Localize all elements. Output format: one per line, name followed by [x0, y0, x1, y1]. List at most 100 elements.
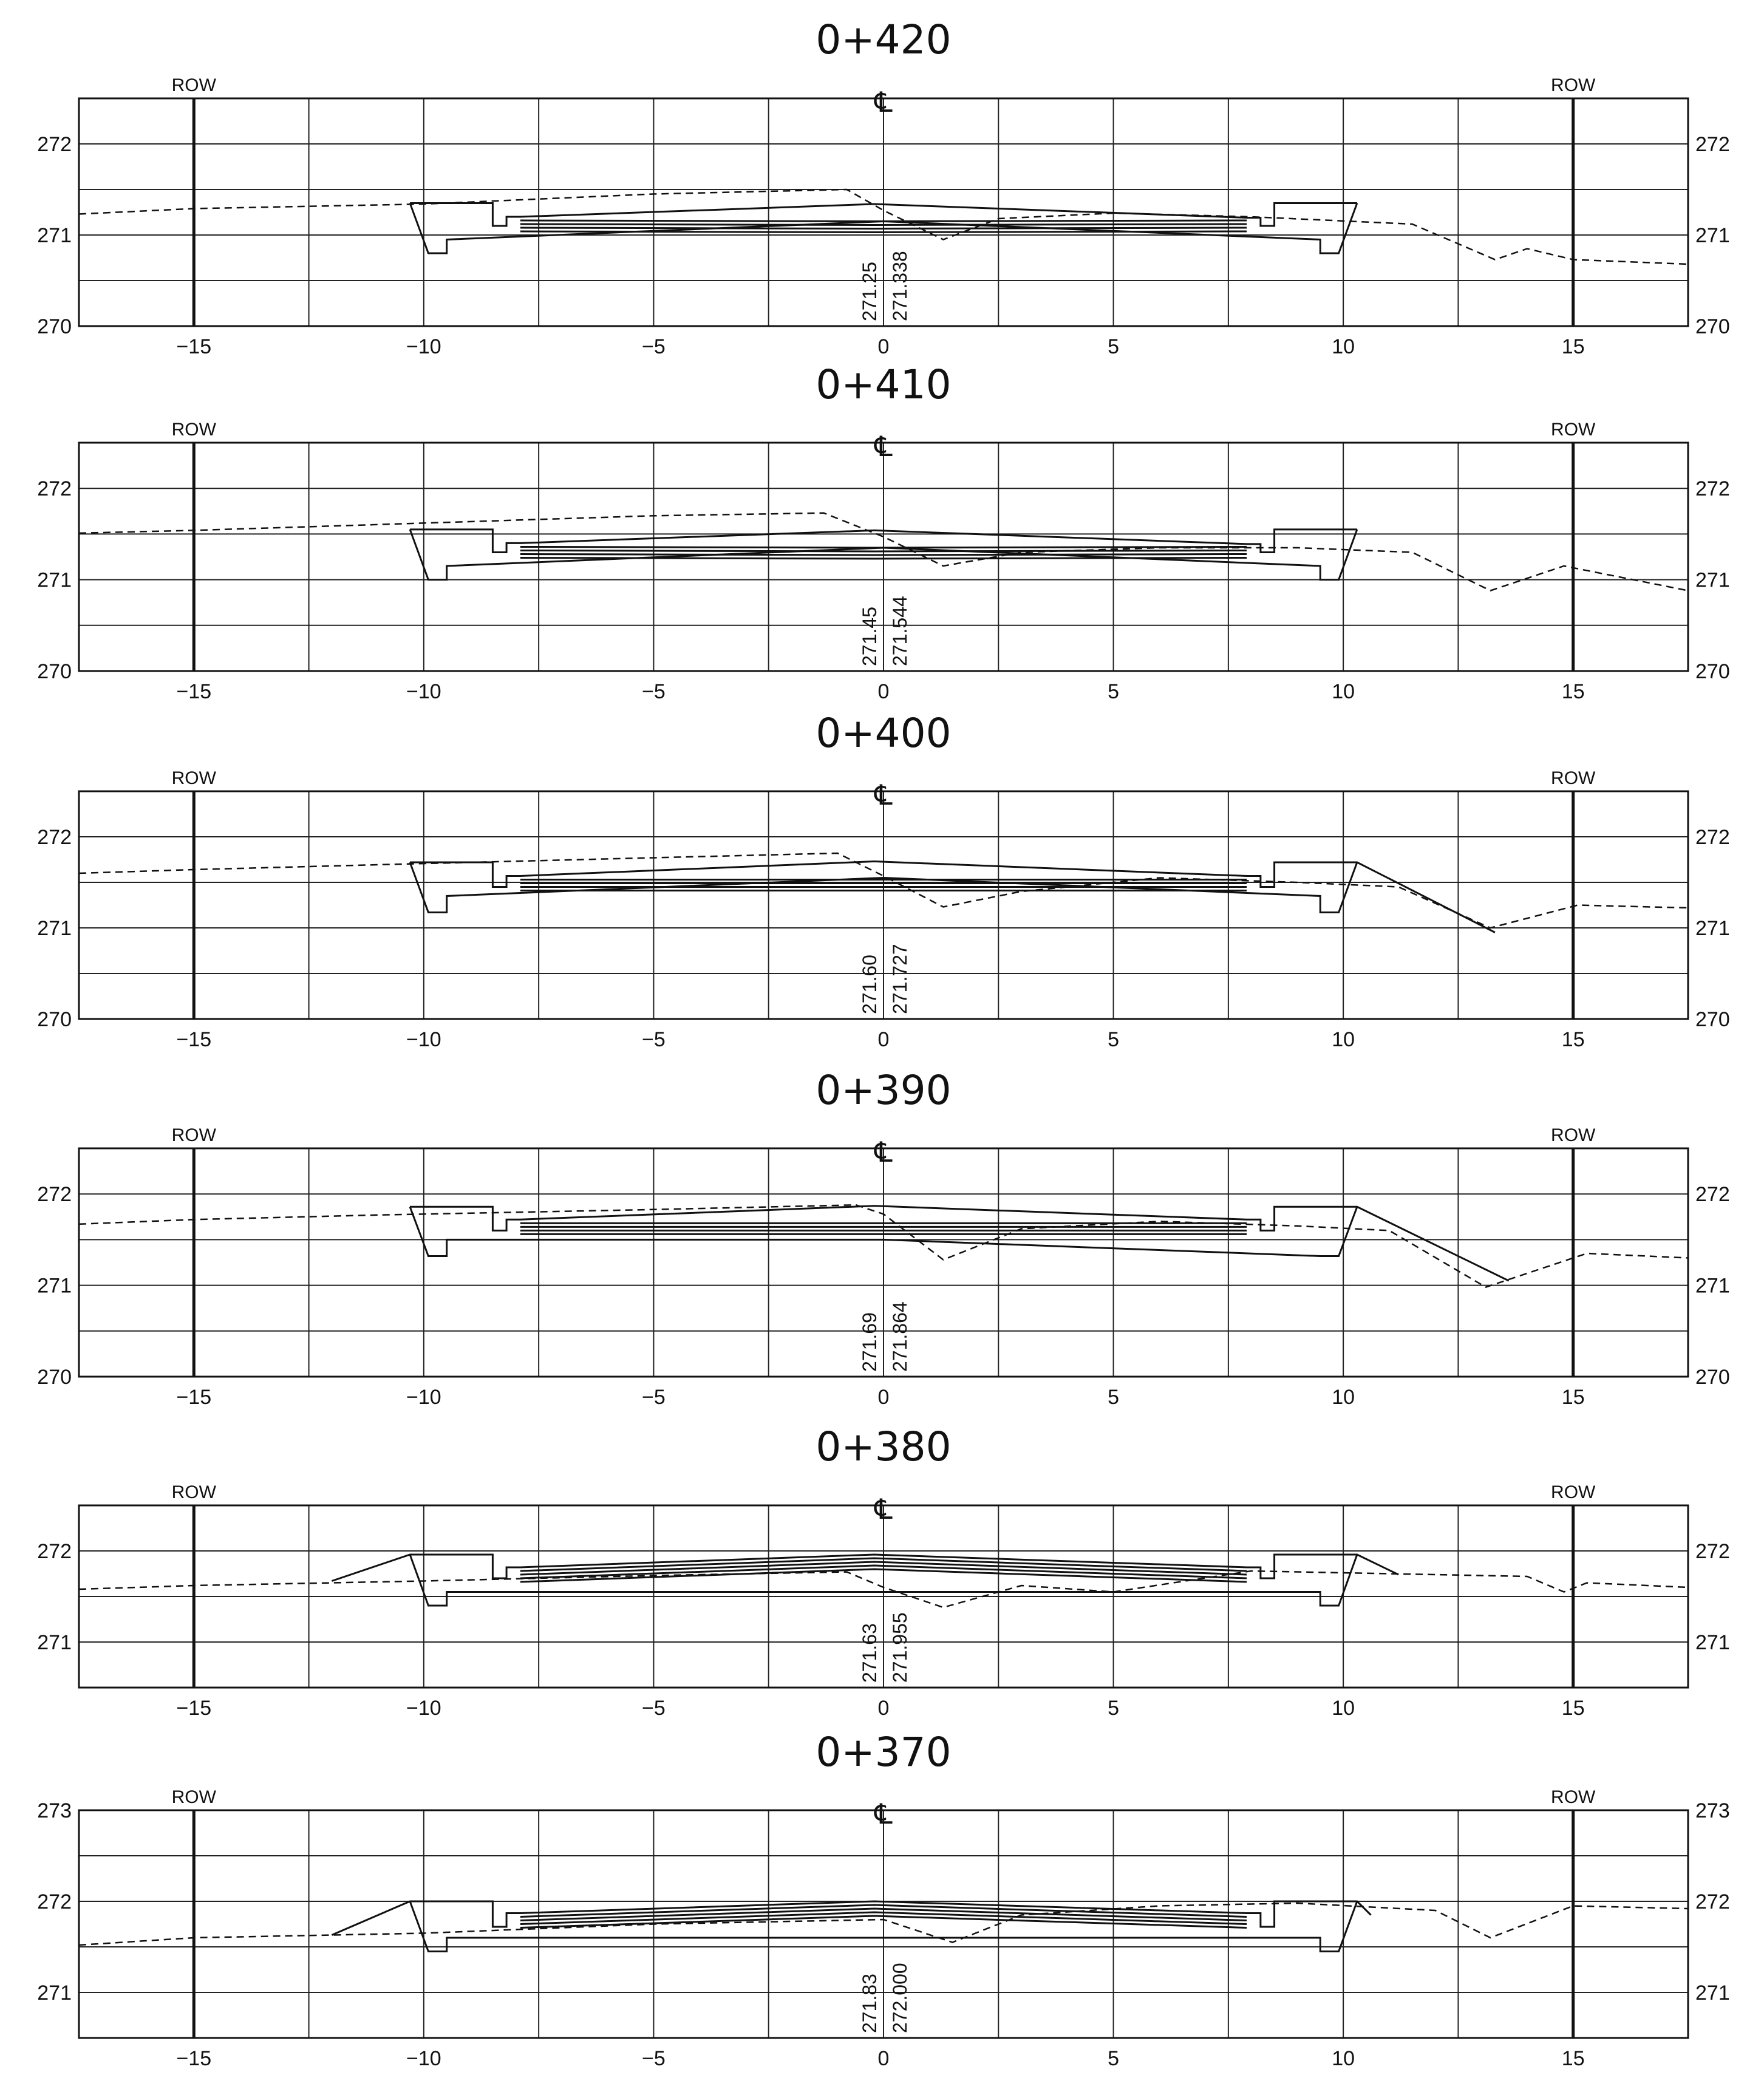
x-tick-label: −10	[406, 335, 441, 358]
row-label-right: ROW	[1551, 768, 1596, 788]
y-tick-label-right: 272	[1695, 1540, 1730, 1563]
subgrade-line	[409, 1554, 1358, 1607]
design-surface-line	[331, 1553, 1399, 1582]
design-surface-line	[410, 860, 1496, 933]
x-tick-label: 10	[1332, 680, 1355, 703]
x-tick-label: −15	[176, 335, 211, 358]
x-tick-label: 5	[1108, 680, 1119, 703]
section-panel-5: 0+370 ROW ROW ℄ 271 271 272 272 273 273 −15 −10 −5 0 5…	[37, 1729, 1729, 2070]
pavement-layer-line	[520, 1904, 1247, 1918]
centerline-icon: ℄	[874, 1798, 893, 1830]
y-tick-label-left: 271	[37, 1631, 72, 1654]
x-tick-label: 5	[1108, 1028, 1119, 1051]
x-tick-label: −10	[406, 1386, 441, 1409]
y-tick-label-left: 272	[37, 826, 72, 849]
existing-ground-line	[78, 852, 1689, 929]
x-tick-label: 15	[1562, 335, 1585, 358]
y-tick-label-left: 272	[37, 1183, 72, 1206]
existing-elevation-label: 271.45	[859, 607, 880, 666]
row-label-left: ROW	[172, 75, 217, 95]
x-tick-label: 15	[1562, 1386, 1585, 1409]
x-tick-label: 15	[1562, 1028, 1585, 1051]
design-surface-line	[410, 202, 1357, 227]
x-tick-label: 0	[878, 2047, 890, 2070]
pavement-layer-line	[520, 230, 1247, 234]
y-tick-label-right: 271	[1695, 224, 1730, 247]
pavement-layer-line	[520, 1568, 1247, 1583]
row-label-right: ROW	[1551, 1125, 1596, 1145]
pavement-layer-line	[520, 1564, 1247, 1579]
x-tick-label: 5	[1108, 1386, 1119, 1409]
section-panel-1: 0+410 ROW ROW ℄ 270 270 271 271 272 272 −15 −10 −5 0 5…	[37, 361, 1729, 703]
pavement-layer-line	[520, 1907, 1247, 1921]
existing-ground-line	[78, 1570, 1689, 1609]
row-label-right: ROW	[1551, 1482, 1596, 1502]
existing-ground-line	[78, 188, 1689, 265]
design-surface-line	[410, 528, 1357, 553]
row-label-left: ROW	[172, 1787, 217, 1807]
y-tick-label-right: 272	[1695, 133, 1730, 156]
design-surface-line	[331, 1900, 1372, 1936]
y-tick-label-right: 271	[1695, 1275, 1730, 1298]
design-surface-line	[410, 1205, 1510, 1282]
pavement-layer-line	[520, 1561, 1247, 1576]
x-tick-label: 15	[1562, 2047, 1585, 2070]
x-tick-label: 0	[878, 680, 890, 703]
y-tick-label-left: 271	[37, 224, 72, 247]
y-tick-label-right: 272	[1695, 1183, 1730, 1206]
design-elevation-label: 271.955	[889, 1612, 911, 1683]
y-tick-label-left: 272	[37, 133, 72, 156]
x-tick-label: −15	[176, 2047, 211, 2070]
x-tick-label: 10	[1332, 335, 1355, 358]
section-title: 0+420	[816, 16, 951, 63]
y-tick-label-left: 270	[37, 315, 72, 338]
pavement-layer-line	[520, 553, 1247, 556]
x-tick-label: −10	[406, 2047, 441, 2070]
pavement-layer-line	[520, 1915, 1247, 1929]
section-title: 0+390	[816, 1067, 951, 1114]
x-tick-label: −15	[176, 680, 211, 703]
x-tick-label: −5	[642, 680, 666, 703]
y-tick-label-left: 272	[37, 477, 72, 500]
panel-frame	[78, 1809, 1689, 2039]
design-elevation-label: 271.544	[889, 596, 911, 666]
y-tick-label-right: 272	[1695, 1890, 1730, 1913]
row-label-right: ROW	[1551, 75, 1596, 95]
x-tick-label: 0	[878, 1028, 890, 1051]
row-label-left: ROW	[172, 1482, 217, 1502]
y-tick-label-right: 271	[1695, 1631, 1730, 1654]
x-tick-label: 10	[1332, 1028, 1355, 1051]
x-tick-label: −15	[176, 1386, 211, 1409]
y-tick-label-right: 270	[1695, 315, 1730, 338]
row-label-left: ROW	[172, 768, 217, 788]
x-tick-label: −5	[642, 2047, 666, 2070]
existing-elevation-label: 271.60	[859, 955, 880, 1014]
existing-ground-line	[78, 1902, 1689, 1946]
x-tick-label: −15	[176, 1697, 211, 1720]
section-title: 0+370	[816, 1729, 951, 1776]
x-tick-label: 5	[1108, 1697, 1119, 1720]
section-panel-3: 0+390 ROW ROW ℄ 270 270 271 271 272 272 −15 −10 −5 0 5…	[37, 1067, 1729, 1409]
existing-elevation-label: 271.83	[859, 1974, 880, 2033]
x-tick-label: 10	[1332, 1697, 1355, 1720]
y-tick-label-left: 271	[37, 917, 72, 940]
y-tick-label-right: 272	[1695, 826, 1730, 849]
x-tick-label: 0	[878, 1697, 890, 1720]
x-tick-label: 0	[878, 335, 890, 358]
x-tick-label: 0	[878, 1386, 890, 1409]
centerline-icon: ℄	[874, 1136, 893, 1168]
subgrade-line	[409, 1206, 1358, 1257]
centerline-icon: ℄	[874, 779, 893, 811]
subgrade-line	[409, 862, 1358, 913]
x-tick-label: −10	[406, 680, 441, 703]
centerline-icon: ℄	[874, 431, 893, 462]
row-label-right: ROW	[1551, 1787, 1596, 1807]
x-tick-label: 5	[1108, 335, 1119, 358]
y-tick-label-left: 270	[37, 1366, 72, 1389]
pavement-layer-line	[520, 219, 1247, 223]
existing-elevation-label: 271.25	[859, 262, 880, 321]
x-tick-label: 15	[1562, 1697, 1585, 1720]
row-label-left: ROW	[172, 420, 217, 440]
y-tick-label-left: 272	[37, 1890, 72, 1913]
